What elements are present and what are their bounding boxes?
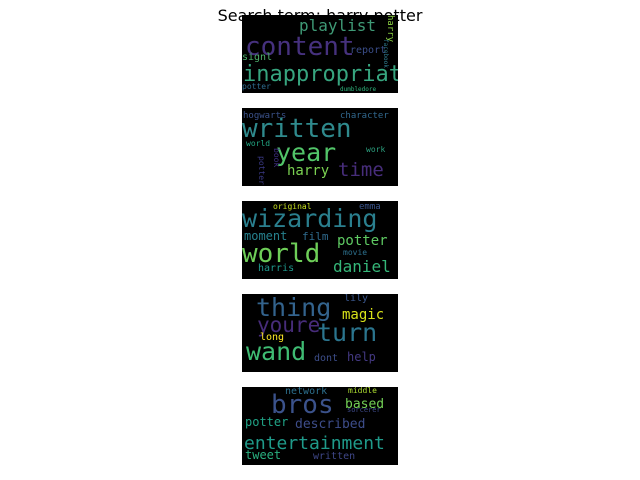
cloud-word: sorcerer [347, 406, 381, 414]
cloud-word: magic [342, 307, 385, 323]
cloud-word: network [285, 387, 328, 397]
cloud-word: report [350, 45, 387, 56]
word-cloud-panel-5: network middle bros based sorcerer potter desc… [242, 387, 398, 465]
cloud-word: entertainment [244, 433, 385, 454]
cloud-word: bros [271, 390, 334, 420]
cloud-word: long [260, 332, 285, 343]
cloud-word: work [366, 145, 386, 154]
cloud-word: written [242, 114, 352, 144]
cloud-word: signl [242, 52, 273, 63]
word-cloud-panel-3: original emma wizarding moment film potter wor… [242, 201, 398, 279]
cloud-word: film [302, 230, 329, 243]
cloud-word: youre [257, 313, 321, 337]
cloud-word: lily [344, 294, 369, 304]
cloud-word: turn [317, 318, 378, 347]
cloud-word: written [313, 451, 356, 462]
cloud-word: harry [287, 163, 330, 179]
cloud-word: described [295, 417, 366, 432]
cloud-word: emma [359, 202, 381, 212]
cloud-word: potter [245, 415, 289, 429]
cloud-word: year [276, 138, 337, 167]
cloud-word: time [338, 159, 384, 181]
cloud-word: help [347, 350, 376, 364]
cloud-word: tweet [245, 448, 282, 462]
cloud-word: wand [246, 337, 307, 366]
cloud-word: wizarding [242, 204, 378, 233]
cloud-word: book [272, 148, 281, 168]
cloud-word: world [246, 139, 271, 148]
cloud-word: original [273, 202, 312, 211]
cloud-word: character [340, 111, 389, 121]
cloud-word: harris [258, 263, 295, 274]
cloud-word: inappropriate [243, 62, 398, 87]
cloud-word: potter [242, 82, 271, 91]
cloud-word: thing [256, 294, 332, 322]
cloud-word: hogwarts [243, 111, 287, 121]
cloud-word: based [345, 397, 385, 412]
cloud-word: middle [348, 387, 377, 395]
word-cloud-panel-4: thing lily youre magic turn long wand dont help [242, 294, 398, 372]
word-cloud-panel-1: playlist content signl report harry facebook i… [242, 15, 398, 93]
cloud-word: dumbledore [340, 86, 377, 93]
cloud-word: potter [337, 233, 388, 249]
cloud-word: potter [257, 156, 266, 185]
cloud-word: playlist [299, 16, 377, 35]
word-cloud-panel-2: hogwarts character written year book world wor… [242, 108, 398, 186]
cloud-word: dont [314, 353, 339, 364]
cloud-word: content [245, 32, 355, 62]
cloud-word: world [242, 239, 321, 269]
cloud-word: daniel [333, 257, 391, 276]
cloud-word: movie [343, 248, 368, 257]
cloud-word: moment [244, 229, 288, 243]
